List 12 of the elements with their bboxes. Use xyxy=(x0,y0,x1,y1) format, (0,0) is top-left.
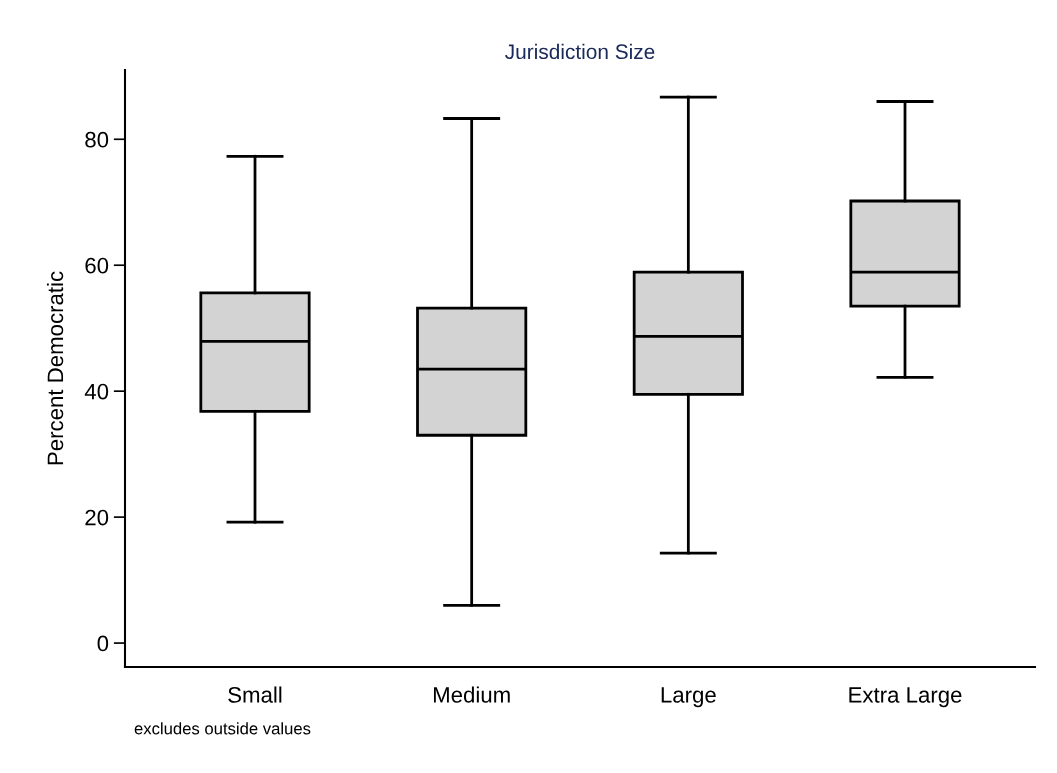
y-tick-label: 40 xyxy=(84,383,109,400)
x-tick-label: Large xyxy=(661,687,716,708)
x-tick-label: Small xyxy=(228,686,282,703)
x-tick-label: Extra Large xyxy=(849,687,962,708)
text: excludes outside values xyxy=(134,722,311,735)
x-tick-label: Medium xyxy=(433,686,510,703)
y-tick-label: 60 xyxy=(85,257,109,274)
y-axis-title: Percent Democratic xyxy=(46,271,64,465)
y-tick-label: 80 xyxy=(85,131,109,148)
chart-title: Jurisdiction Size xyxy=(505,43,655,60)
y-tick-label: 20 xyxy=(85,509,109,526)
y-tick-label: 0 xyxy=(97,635,109,652)
